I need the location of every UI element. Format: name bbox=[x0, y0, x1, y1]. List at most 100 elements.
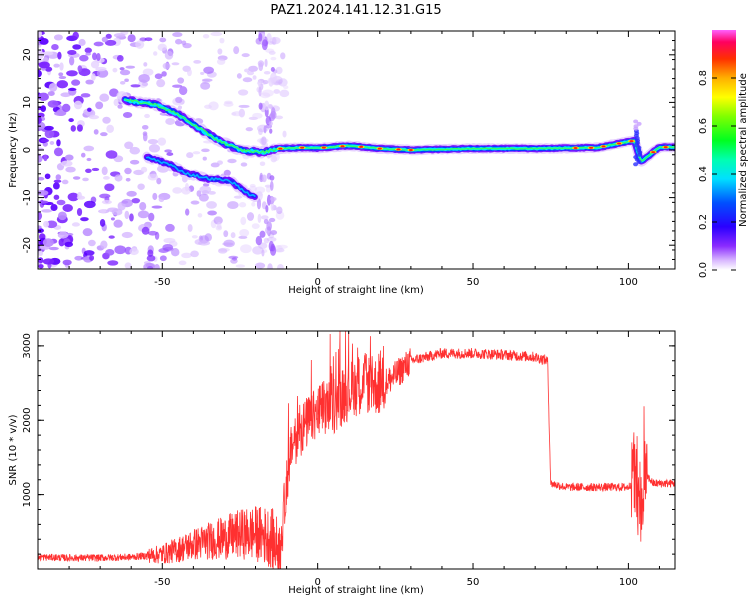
spectrogram-noise-blob bbox=[119, 67, 125, 71]
spectrogram-noise-blob bbox=[38, 31, 42, 38]
spectrogram-noise-blob bbox=[255, 235, 263, 246]
spectrogram-noise-blob bbox=[103, 176, 110, 180]
spectrogram-noise-blob bbox=[255, 262, 266, 269]
spectrogram-noise-blob bbox=[146, 255, 156, 262]
spectrogram-noise-blob bbox=[210, 31, 223, 37]
spectrogram-noise-blob bbox=[105, 33, 112, 39]
spectrogram-noise-blob bbox=[157, 137, 167, 146]
spectrogram-noise-blob bbox=[88, 114, 100, 120]
spectrogram-noise-blob bbox=[139, 37, 147, 42]
spectrogram-noise-blob bbox=[40, 105, 47, 113]
colorbar-tick-label: 0.4 bbox=[698, 166, 709, 182]
spectrogram-noise-blob bbox=[203, 66, 215, 74]
spectrogram-noise-blob bbox=[247, 71, 255, 76]
spectrogram-noise-blob bbox=[282, 130, 287, 138]
spectrogram-noise-blob bbox=[279, 89, 290, 98]
spectrogram-noise-blob bbox=[42, 51, 54, 56]
top-xlabel: Height of straight line (km) bbox=[288, 285, 424, 296]
spectrogram-noise-blob bbox=[268, 217, 276, 223]
spectrogram-noise-blob bbox=[275, 66, 283, 75]
colorbar-label: Normalized spectral amplitude bbox=[738, 73, 749, 227]
spectrogram-noise-blob bbox=[241, 53, 250, 58]
spectrogram-noise-blob bbox=[38, 264, 44, 269]
spectrogram-noise-blob bbox=[147, 249, 154, 257]
spectrogram-noise-blob bbox=[275, 248, 285, 253]
spectrogram-noise-blob bbox=[72, 176, 81, 180]
spectrogram-noise-blob bbox=[104, 183, 115, 192]
spectrogram-hotspot bbox=[651, 151, 656, 154]
spectrogram-hotspot bbox=[663, 146, 668, 149]
spectrogram-noise-blob bbox=[184, 183, 189, 192]
spectrogram-noise-blob bbox=[38, 257, 44, 264]
bottom-xtick-label: 50 bbox=[467, 577, 480, 588]
spectrogram-hotspot bbox=[573, 146, 578, 149]
spectrogram-noise-blob bbox=[67, 87, 77, 91]
spectrogram-noise-blob bbox=[48, 83, 58, 92]
spectrogram-noise-blob bbox=[270, 202, 275, 211]
spectrogram-noise-blob bbox=[175, 38, 183, 45]
spectrogram-noise-blob bbox=[153, 51, 158, 56]
spectrogram-noise-blob bbox=[190, 250, 199, 258]
spectrogram-noise-blob bbox=[58, 75, 67, 80]
spectrogram-noise-blob bbox=[202, 34, 210, 39]
spectrogram-noise-blob bbox=[53, 147, 64, 157]
colorbar-tick-label: 0.6 bbox=[698, 118, 709, 134]
spectrogram-noise-blob bbox=[130, 84, 141, 88]
spectrogram-noise-blob bbox=[141, 226, 150, 235]
spectrogram-noise-blob bbox=[147, 230, 158, 236]
spectrogram-noise-blob bbox=[82, 177, 89, 182]
spectrogram-noise-blob bbox=[219, 37, 225, 44]
spectrogram-noise-blob bbox=[277, 264, 284, 269]
spectrogram-noise-blob bbox=[230, 232, 236, 239]
spectrogram-noise-blob bbox=[165, 117, 176, 125]
spectrogram-noise-blob bbox=[264, 184, 272, 188]
spectrogram-noise-blob bbox=[257, 79, 262, 87]
spectrogram-noise-blob bbox=[147, 173, 159, 181]
spectrogram-noise-blob bbox=[190, 200, 200, 205]
spectrogram-noise-blob bbox=[223, 239, 235, 248]
spectrogram-noise-blob bbox=[83, 200, 96, 209]
spectrogram-noise-blob bbox=[236, 73, 242, 79]
spectrogram-noise-blob bbox=[38, 189, 49, 196]
spectrogram-noise-blob bbox=[197, 213, 203, 218]
top-ytick-label: 10 bbox=[22, 96, 33, 109]
spectrogram-ridge bbox=[146, 156, 256, 197]
bottom-ytick-label: 1000 bbox=[22, 482, 33, 507]
spectrogram-noise-blob bbox=[53, 63, 60, 68]
spectrogram-noise-blob bbox=[86, 157, 92, 162]
spectrogram-noise-blob bbox=[239, 228, 250, 237]
spectrogram-noise-blob bbox=[245, 127, 253, 132]
spectrogram-noise-blob bbox=[43, 220, 50, 228]
spectrogram-noise-blob bbox=[202, 156, 207, 161]
spectrogram-noise-blob bbox=[166, 152, 174, 156]
spectrogram-noise-blob bbox=[261, 174, 267, 183]
bottom-xlabel: Height of straight line (km) bbox=[288, 585, 424, 596]
spectrogram-noise-blob bbox=[227, 158, 237, 164]
spectrogram-noise-blob bbox=[83, 250, 95, 256]
spectrogram-noise-blob bbox=[91, 73, 96, 81]
top-xtick-label: -50 bbox=[154, 277, 170, 288]
top-ytick-label: 0 bbox=[22, 147, 33, 153]
spectrogram-noise-blob bbox=[71, 79, 81, 86]
spectrogram-noise-blob bbox=[129, 247, 139, 256]
spectrogram-noise-blob bbox=[113, 33, 126, 38]
spectrogram-noise-blob bbox=[55, 174, 62, 181]
spectrogram-noise-blob bbox=[88, 239, 96, 247]
spectrogram-noise-blob bbox=[38, 116, 42, 125]
spectrogram-noise-blob bbox=[44, 173, 51, 180]
spectrogram-noise-blob bbox=[204, 104, 212, 109]
spectrogram-noise-blob bbox=[258, 128, 263, 136]
spectrogram-noise-blob bbox=[263, 125, 267, 134]
spectrogram-noise-blob bbox=[206, 201, 217, 209]
spectrogram-noise-blob bbox=[105, 249, 115, 256]
spectrogram-noise-blob bbox=[65, 166, 76, 173]
spectrogram-noise-blob bbox=[261, 39, 268, 51]
spectrogram-noise-blob bbox=[101, 36, 108, 43]
spectrogram-noise-blob bbox=[240, 216, 247, 226]
spectrogram-noise-blob bbox=[39, 37, 49, 45]
spectrogram-noise-blob bbox=[216, 221, 222, 230]
spectrogram-noise-blob bbox=[91, 167, 100, 172]
spectrogram-noise-blob bbox=[252, 112, 263, 119]
spectrogram-noise-blob bbox=[198, 193, 209, 202]
spectrogram-noise-blob bbox=[68, 118, 74, 123]
